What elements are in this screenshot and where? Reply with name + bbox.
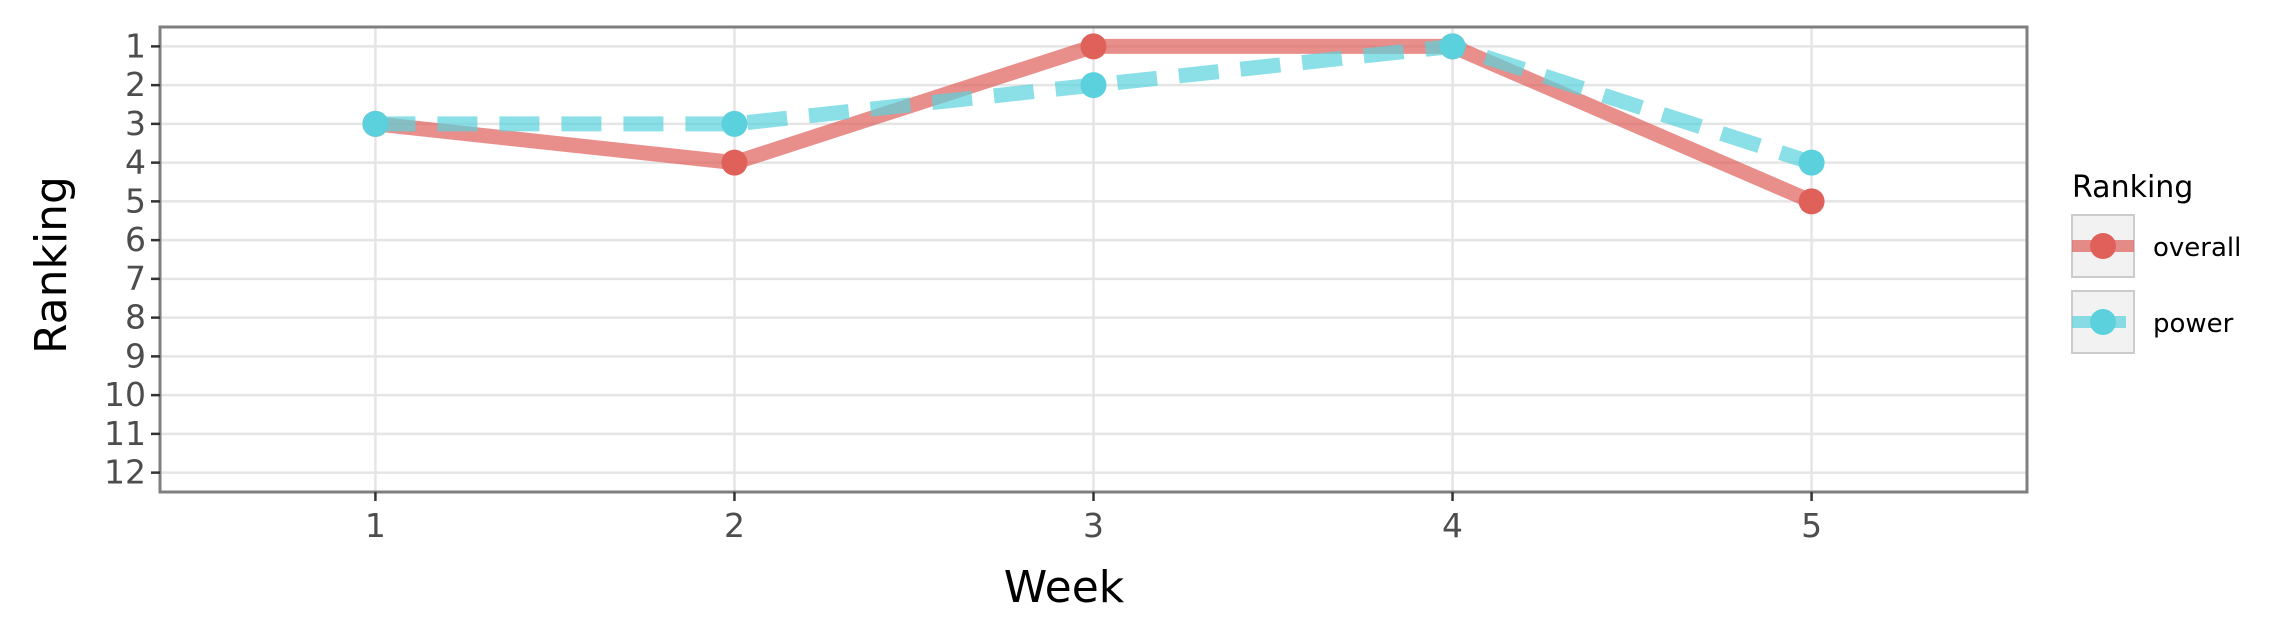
legend-key-point [2090, 233, 2116, 259]
x-axis-title: Week [1004, 562, 1125, 613]
legend-key-point [2090, 309, 2116, 335]
y-tick-label: 12 [104, 453, 146, 492]
y-tick-label: 11 [104, 414, 146, 453]
y-axis-title: Ranking [26, 176, 77, 354]
y-tick-label: 10 [104, 375, 146, 414]
legend-label: power [2153, 309, 2234, 339]
legend-title: Ranking [2072, 170, 2193, 205]
y-tick-label: 3 [125, 104, 146, 143]
series-layer [362, 33, 1825, 215]
data-point-overall [1080, 33, 1107, 60]
data-point-power [721, 110, 748, 137]
x-tick-label: 2 [724, 506, 745, 545]
y-tick-label: 2 [125, 65, 146, 104]
y-tick-label: 4 [125, 143, 146, 182]
legend-item-power: power [2071, 290, 2234, 354]
data-point-power [1439, 33, 1466, 60]
y-tick-label: 6 [125, 220, 146, 259]
y-tick-label: 1 [125, 26, 146, 65]
y-tick-label: 5 [125, 181, 146, 220]
x-tick-label: 5 [1801, 506, 1822, 545]
y-tick-label: 7 [125, 259, 146, 298]
data-point-power [1080, 72, 1107, 99]
y-tick-label: 8 [125, 298, 146, 337]
series-power [362, 33, 1825, 176]
y-tick-label: 9 [125, 336, 146, 375]
legend-item-overall: overall [2071, 214, 2241, 278]
data-point-power [362, 110, 389, 137]
x-tick-label: 4 [1442, 506, 1463, 545]
x-tick-label: 1 [365, 506, 386, 545]
x-tick-label: 3 [1083, 506, 1104, 545]
legend: Ranking overall power [2071, 170, 2241, 354]
data-point-power [1798, 149, 1825, 176]
legend-items: overall power [2071, 214, 2241, 354]
data-point-overall [1798, 188, 1825, 215]
data-point-overall [721, 149, 748, 176]
legend-label: overall [2153, 233, 2241, 263]
